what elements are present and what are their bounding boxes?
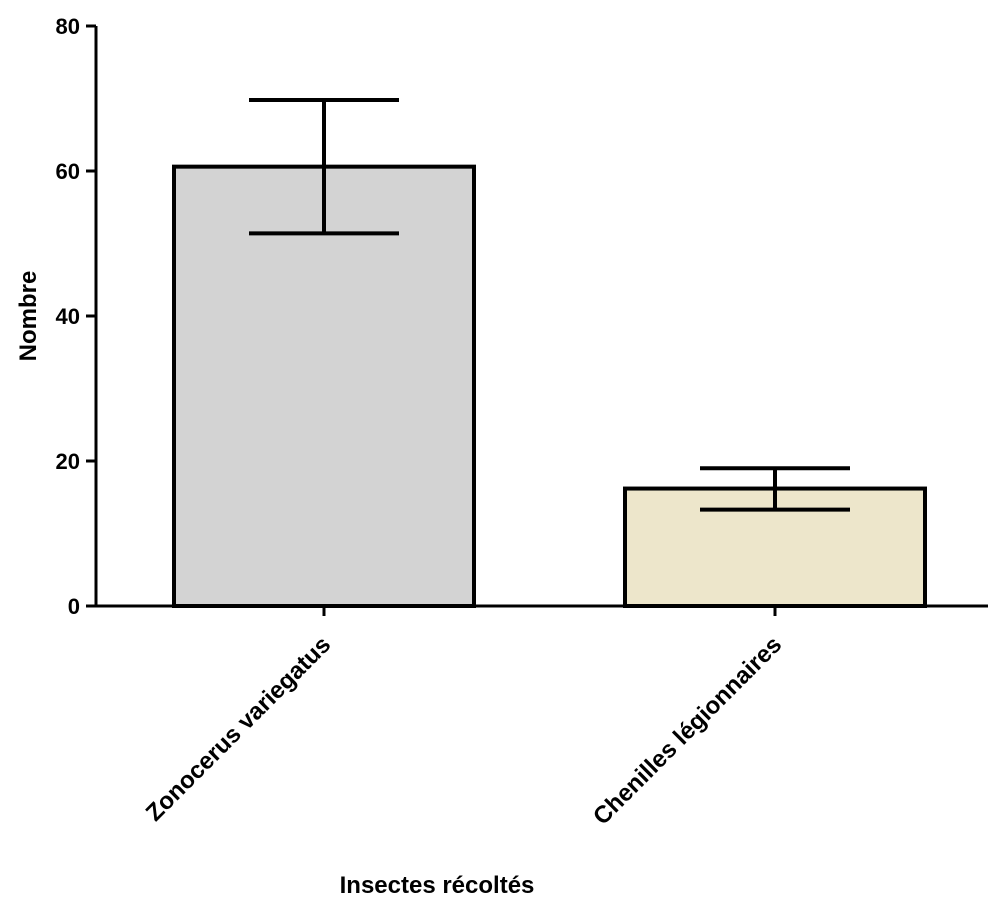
x-axis-title: Insectes récoltés xyxy=(340,872,535,899)
y-tick-label: 0 xyxy=(68,594,80,619)
y-tick-label: 20 xyxy=(56,449,80,474)
y-axis-title: Nombre xyxy=(15,271,42,362)
bar xyxy=(172,164,476,608)
y-tick-label: 60 xyxy=(56,159,80,184)
y-tick-label: 80 xyxy=(56,14,80,39)
y-tick-label: 40 xyxy=(56,304,80,329)
x-category-label: Zonocerus variegatus xyxy=(141,631,336,826)
x-ticks-layer: Zonocerus variegatus Chenilles légionnair… xyxy=(141,606,787,830)
y-ticks-layer: 0 20 40 60 80 xyxy=(56,14,96,619)
x-category-label: Chenilles légionnaires xyxy=(588,631,787,830)
error-bars-layer xyxy=(249,97,850,512)
